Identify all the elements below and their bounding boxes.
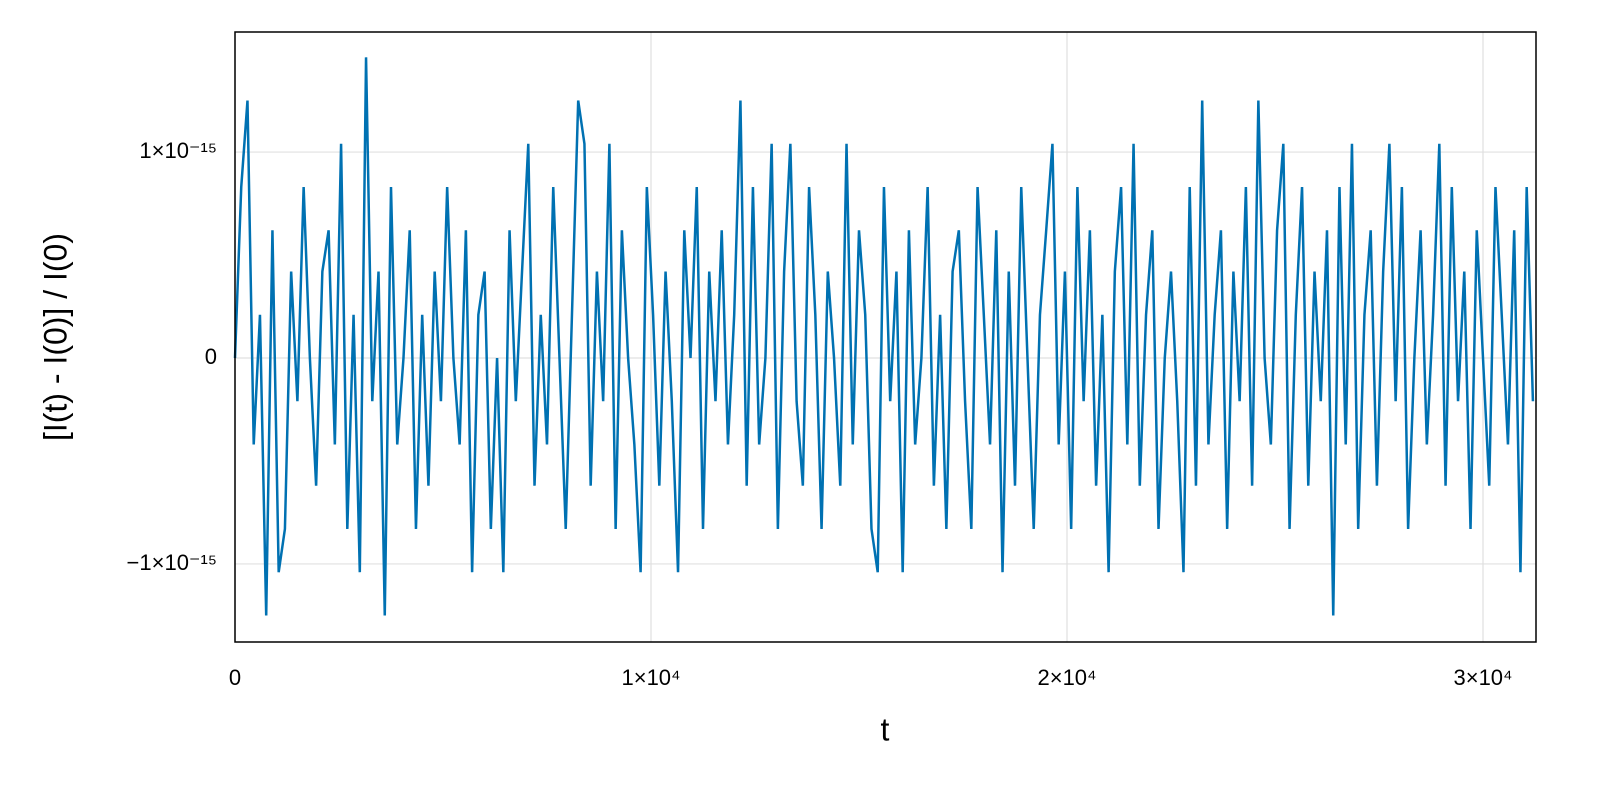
y-tick-label: 1×10⁻¹⁵ <box>139 138 217 163</box>
x-tick-label: 3×10⁴ <box>1453 665 1512 690</box>
data-line <box>233 57 1535 616</box>
y-tick-label: 0 <box>205 344 217 369</box>
x-tick-label: 0 <box>229 665 241 690</box>
y-axis-label: [I(t) - I(0)] / I(0) <box>37 233 73 441</box>
x-axis-label: t <box>881 711 890 747</box>
x-tick-label: 2×10⁴ <box>1037 665 1096 690</box>
y-tick-label: −1×10⁻¹⁵ <box>127 550 217 575</box>
plot-frame <box>234 31 1537 643</box>
x-tick-label: 1×10⁴ <box>621 665 680 690</box>
